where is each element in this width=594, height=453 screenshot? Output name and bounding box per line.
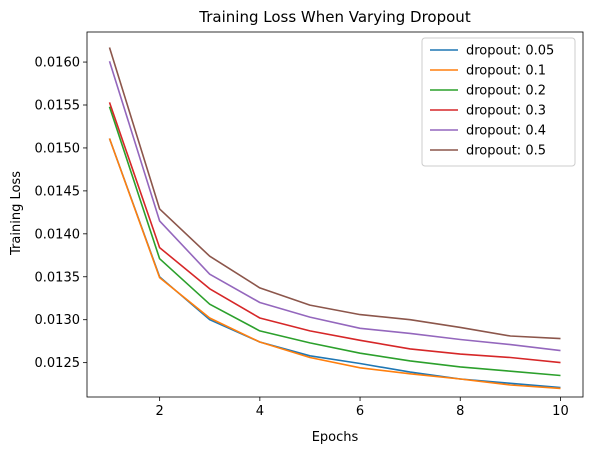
y-tick-label: 0.0155 <box>35 99 81 114</box>
legend-label-0: dropout: 0.05 <box>466 44 554 59</box>
y-tick-label: 0.0135 <box>35 270 81 285</box>
y-axis-title: Training Loss <box>9 171 24 256</box>
x-axis: 2 4 6 8 10 <box>156 397 569 419</box>
x-tick-label: 8 <box>456 404 464 419</box>
x-axis-title: Epochs <box>312 430 359 445</box>
legend-label-2: dropout: 0.2 <box>466 84 546 99</box>
plot-frame <box>86 31 584 398</box>
legend-label-4: dropout: 0.4 <box>466 124 546 139</box>
y-tick-label: 0.0145 <box>35 184 81 199</box>
series-layer <box>108 47 561 390</box>
y-tick-label: 0.0160 <box>35 56 81 71</box>
series-line-3 <box>108 102 561 364</box>
series-line-1 <box>108 138 561 390</box>
x-tick-label: 2 <box>156 404 164 419</box>
series-line-2 <box>108 106 561 377</box>
legend: dropout: 0.05 dropout: 0.1 dropout: 0.2 dro… <box>421 37 576 167</box>
legend-box <box>421 37 576 167</box>
y-tick-label: 0.0130 <box>35 313 81 328</box>
y-tick-label: 0.0140 <box>35 227 81 242</box>
x-tick-label: 10 <box>552 404 569 419</box>
y-tick-label: 0.0150 <box>35 141 81 156</box>
legend-label-3: dropout: 0.3 <box>466 104 546 119</box>
series-line-4 <box>108 60 561 352</box>
y-tick-label: 0.0125 <box>35 356 81 371</box>
legend-label-5: dropout: 0.5 <box>466 144 546 159</box>
chart-title: Training Loss When Varying Dropout <box>198 8 471 26</box>
x-tick-label: 6 <box>356 404 364 419</box>
x-tick-label: 4 <box>256 404 264 419</box>
y-axis: 0.0125 0.0130 0.0135 0.0140 0.0145 0.0150 0.01… <box>35 56 87 371</box>
legend-label-1: dropout: 0.1 <box>466 64 546 79</box>
series-line-5 <box>108 47 561 340</box>
